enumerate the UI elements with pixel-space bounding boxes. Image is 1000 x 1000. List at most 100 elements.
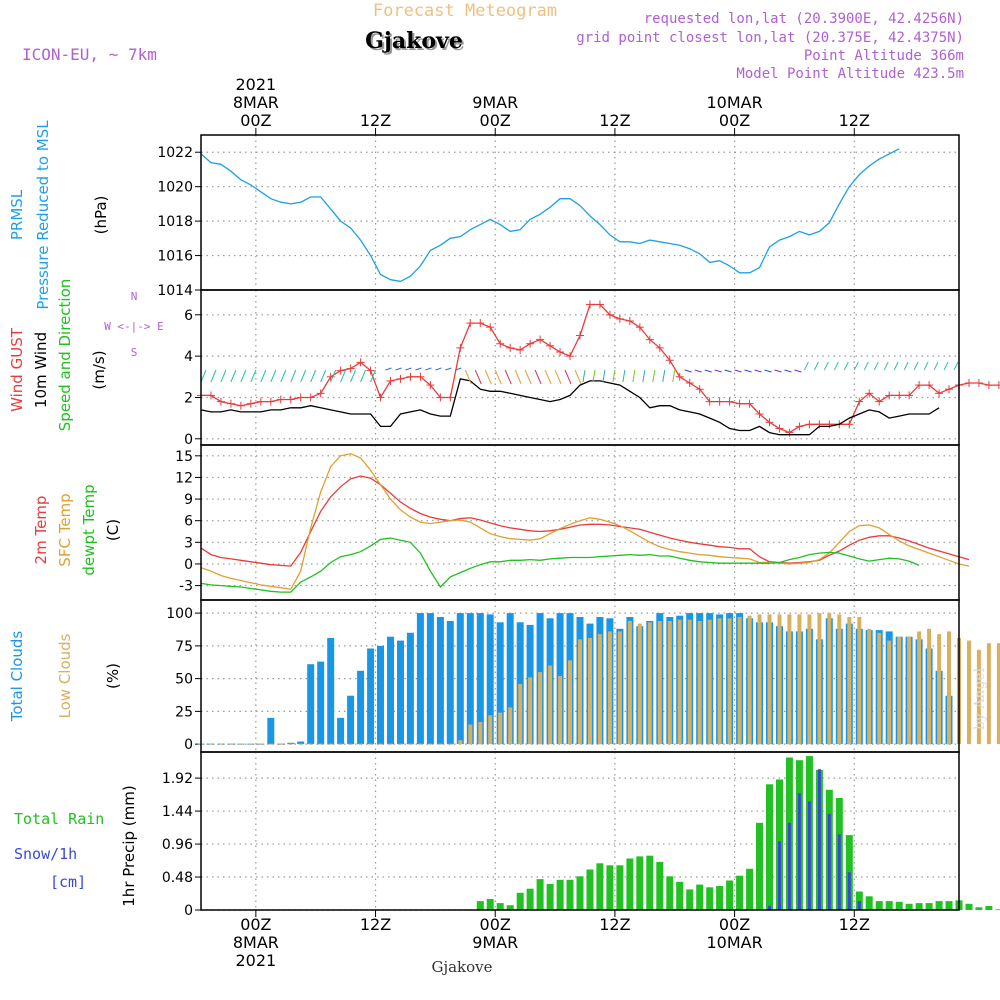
series-low-clouds-bar	[837, 614, 842, 745]
time-label-bottom: 00Z	[480, 915, 511, 934]
gust-point	[206, 391, 215, 400]
wind-arrow	[435, 367, 442, 371]
series-low-clouds-bar	[478, 721, 483, 745]
series-low-clouds-bar	[697, 621, 702, 745]
wind-arrow	[280, 369, 287, 383]
series-total-clouds-bar	[406, 632, 414, 745]
gust-point	[915, 381, 924, 390]
ytick-label: 6	[184, 308, 193, 324]
series-total-rain-bar	[556, 879, 564, 910]
wind-arrow	[903, 361, 909, 371]
label-total-rain: Total Rain	[14, 810, 104, 828]
gust-point	[885, 391, 894, 400]
gust-point	[974, 379, 983, 387]
wind-arrow	[622, 369, 626, 383]
gust-point	[725, 397, 734, 406]
time-label-top: 8MAR	[233, 93, 279, 112]
gust-point	[516, 345, 525, 354]
panel-temperature: -3 0 3 6 9 12 15	[175, 444, 970, 601]
gust-point	[366, 366, 375, 375]
ytick-label: -3	[179, 579, 193, 595]
gust-point	[346, 364, 355, 373]
series-total-clouds-bar	[516, 622, 524, 745]
time-label-bottom: 12Z	[360, 915, 391, 934]
series-total-rain-bar	[666, 876, 674, 910]
gust-point	[615, 314, 624, 323]
series-total-clouds-bar	[297, 741, 305, 745]
series-total-rain-bar	[676, 881, 684, 910]
wind-arrow	[642, 369, 646, 383]
series-total-rain-bar	[985, 905, 993, 910]
gust-point	[546, 341, 555, 350]
series-total-rain-bar	[566, 879, 574, 910]
gust-point	[226, 399, 235, 408]
series-low-clouds-bar	[707, 619, 712, 745]
series-total-rain-bar	[696, 884, 704, 910]
series-total-clouds-bar	[367, 648, 375, 745]
side-labels: PRMSL Pressure Reduced to MSL (hPa) Wind GU…	[8, 120, 164, 907]
gust-point	[685, 379, 694, 387]
gust-point	[566, 352, 575, 361]
wind-arrow	[704, 369, 712, 373]
series-low-clouds-bar	[777, 614, 782, 745]
series-total-clouds-bar	[486, 614, 494, 745]
ytick-label: 0	[184, 737, 193, 753]
label-ms: (m/s)	[90, 350, 108, 389]
series-total-rain-bar	[905, 903, 913, 910]
wind-arrow	[350, 369, 357, 383]
ytick-label: 1.92	[162, 771, 193, 787]
series-total-clouds-bar	[416, 613, 424, 745]
series-sfc-temp-line	[200, 453, 970, 590]
series-low-clouds-bar	[737, 617, 742, 745]
ytick-label: 25	[175, 704, 193, 720]
gust-point	[526, 339, 535, 348]
series-low-clouds-bar	[687, 619, 692, 745]
ytick-label: 1014	[157, 283, 193, 299]
label-celsius: (C)	[104, 519, 122, 541]
wind-arrow	[724, 369, 732, 373]
series-low-clouds-bar	[498, 712, 503, 745]
panel-wind: 0 2 4 6	[184, 289, 1000, 448]
super-title: Forecast Meteogram	[373, 1, 557, 21]
wind-arrow	[240, 369, 247, 383]
gust-point	[376, 393, 385, 402]
gust-point	[605, 310, 614, 319]
gust-point	[356, 358, 365, 367]
series-total-clouds-bar	[456, 613, 464, 745]
series-total-clouds-bar	[387, 636, 394, 745]
time-label-top: 2021	[235, 75, 276, 94]
series-low-clouds-bar	[568, 660, 572, 745]
label-1hr-precip: 1hr Precip (mm)	[120, 785, 138, 906]
gust-point	[875, 397, 884, 406]
ytick-label: 3	[184, 535, 193, 551]
series-total-rain-bar	[616, 865, 624, 910]
wind-arrow	[943, 361, 949, 371]
series-low-clouds-bar	[667, 621, 672, 745]
series-total-clouds-bar	[426, 613, 434, 745]
label-snow: Snow/1h	[14, 845, 77, 863]
series-total-rain-bar	[606, 865, 614, 910]
ytick-label: 0	[184, 903, 193, 919]
panel-pressure: 1014 1016 1018 1020 1022	[157, 134, 960, 299]
gust-point	[715, 397, 724, 406]
gust-point	[446, 393, 455, 402]
wind-arrow	[484, 369, 492, 385]
label-percent: (%)	[104, 663, 122, 689]
panel-clouds: 0 25 50 75 100	[166, 599, 1000, 753]
wind-arrow	[210, 369, 217, 383]
series-total-rain-bar	[885, 901, 893, 910]
series-low-clouds-bar	[967, 640, 971, 745]
wind-arrow	[803, 361, 809, 371]
series-total-rain-bar	[726, 880, 734, 910]
time-label-top: 10MAR	[706, 93, 762, 112]
wind-arrow	[794, 369, 802, 373]
series-low-clouds-bar	[717, 618, 722, 745]
gust-point	[276, 395, 285, 404]
label-prmsl: PRMSL	[8, 189, 26, 240]
compass-n: N	[131, 290, 138, 303]
series-total-rain-bar	[586, 869, 594, 910]
series-total-clouds-bar	[506, 613, 514, 745]
gust-point	[705, 397, 714, 406]
panel-precip: 0 0.48 0.96 1.44 1.92	[162, 751, 1000, 919]
series-low-clouds-bar	[917, 631, 922, 745]
